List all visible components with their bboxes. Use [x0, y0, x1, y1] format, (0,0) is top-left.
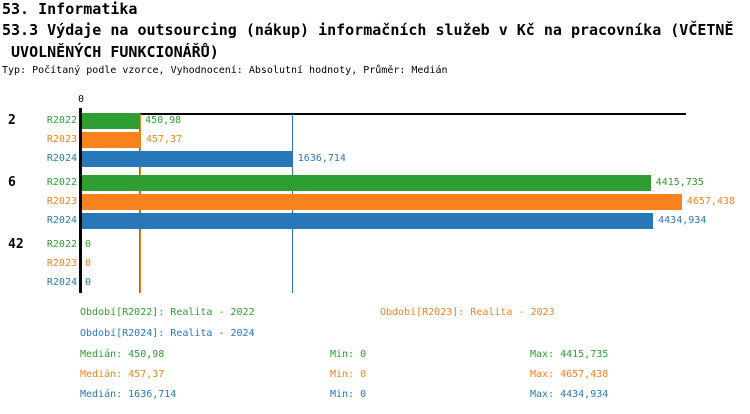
legend-item-r2024: Období[R2024]: Realita - 2024	[80, 328, 255, 339]
row-label-6-r2022: R2022	[46, 177, 77, 188]
bar-value-label-6-r2024: 4434,934	[658, 215, 707, 226]
legend-item-r2023: Období[R2023]: Realita - 2023	[380, 307, 555, 318]
row-label-42-r2023: R2023	[46, 258, 77, 269]
chart-subtitle-line2: UVOLNĚNÝCH FUNKCIONÁŘŮ)	[2, 43, 219, 61]
stat-median-r2022: Medián: 450,98	[80, 349, 165, 360]
stat-max-r2022: Max: 4415,735	[530, 349, 609, 360]
row-label-6-r2023: R2023	[46, 196, 77, 207]
chart-meta: Typ: Počítaný podle vzorce, Vyhodnocení:…	[2, 65, 448, 76]
bar-6-r2024	[82, 213, 654, 229]
bar-value-label-42-r2022: 0	[85, 239, 92, 250]
stat-min-r2023: Min: 0	[330, 369, 367, 380]
bar-2-r2024	[82, 151, 293, 167]
bar-6-r2022	[82, 175, 651, 191]
bar-value-label-42-r2023: 0	[85, 258, 92, 269]
y-axis-line	[79, 108, 82, 293]
bar-value-label-42-r2024: 0	[85, 277, 92, 288]
row-label-2-r2023: R2023	[46, 134, 77, 145]
stat-median-r2023: Medián: 457,37	[80, 369, 165, 380]
row-label-6-r2024: R2024	[46, 215, 77, 226]
stat-min-r2022: Min: 0	[330, 349, 367, 360]
group-label-2: 2	[8, 113, 16, 128]
bar-2-r2022	[82, 113, 141, 129]
group-label-6: 6	[8, 175, 16, 190]
group-label-42: 42	[8, 237, 24, 252]
bar-2-r2023	[82, 132, 141, 148]
row-label-2-r2024: R2024	[46, 153, 77, 164]
stat-median-r2024: Medián: 1636,714	[80, 389, 177, 400]
page-title: 53. Informatika	[2, 0, 138, 18]
bar-value-label-2-r2024: 1636,714	[297, 153, 346, 164]
row-label-42-r2022: R2022	[46, 239, 77, 250]
stat-max-r2024: Max: 4434,934	[530, 389, 609, 400]
legend-item-r2022: Období[R2022]: Realita - 2022	[80, 307, 255, 318]
x-axis-zero-tick-label: 0	[77, 94, 85, 105]
x-axis-line	[79, 113, 686, 115]
row-label-2-r2022: R2022	[46, 115, 77, 126]
stat-max-r2023: Max: 4657,438	[530, 369, 609, 380]
row-label-42-r2024: R2024	[46, 277, 77, 288]
bar-value-label-6-r2023: 4657,438	[686, 196, 735, 207]
bar-value-label-2-r2023: 457,37	[145, 134, 183, 145]
stat-min-r2024: Min: 0	[330, 389, 367, 400]
bar-6-r2023	[82, 194, 682, 210]
chart-subtitle-line1: 53.3 Výdaje na outsourcing (nákup) infor…	[2, 21, 734, 39]
bar-value-label-2-r2022: 450,98	[145, 115, 182, 126]
bar-value-label-6-r2022: 4415,735	[655, 177, 704, 188]
